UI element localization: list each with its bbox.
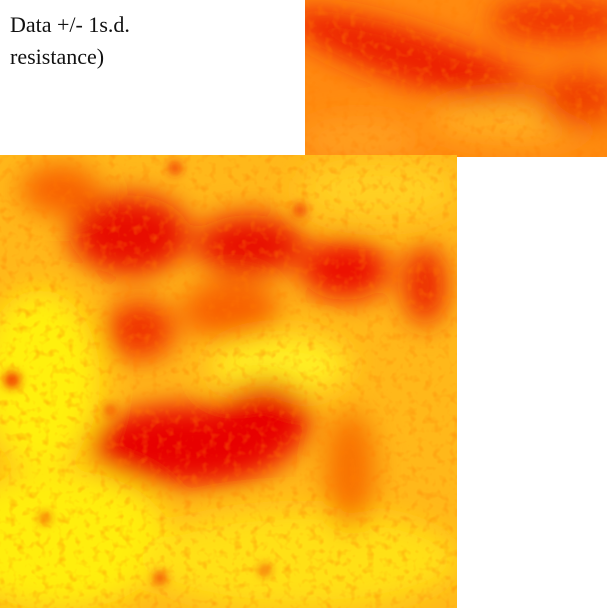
survey-panel [0,155,457,608]
survey-panel [305,0,607,157]
caption-line: resistance) [10,44,104,69]
caption-line: Data +/- 1s.d. [10,12,130,37]
